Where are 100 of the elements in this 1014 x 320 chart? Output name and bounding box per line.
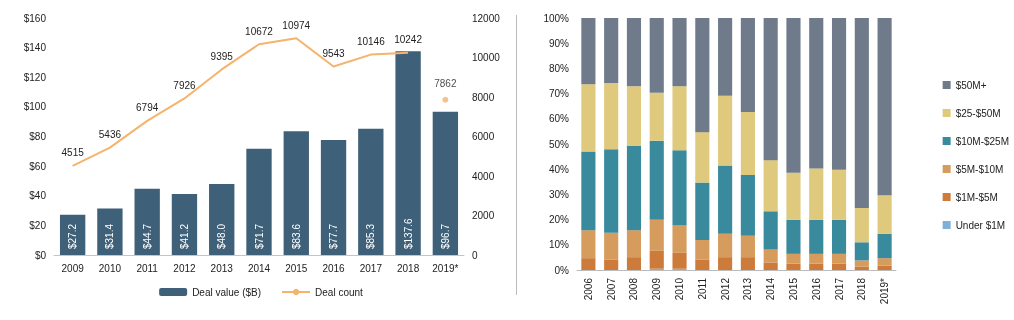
bar — [854, 18, 869, 209]
bar — [604, 83, 619, 150]
bar — [626, 86, 642, 147]
bar — [626, 18, 642, 87]
bar — [604, 259, 619, 270]
x-tick-label: 2013 — [210, 262, 234, 274]
bar — [740, 112, 755, 175]
bar — [171, 193, 198, 255]
bar — [763, 211, 778, 250]
bar — [809, 263, 824, 270]
x-tick-label: 2010 — [98, 262, 122, 274]
x-tick-label: 2017 — [359, 262, 383, 274]
y2-tick-label: 4000 — [472, 170, 495, 182]
bar — [877, 233, 892, 259]
x-tick-label: 2013 — [742, 277, 754, 301]
x-tick-label: 2008 — [628, 277, 640, 301]
x-tick-label: 2014 — [765, 277, 777, 301]
y2-tick-label: 2000 — [472, 210, 495, 221]
bar — [649, 219, 664, 251]
bar — [854, 260, 869, 267]
bar — [831, 253, 847, 264]
x-tick-label: 2011 — [136, 262, 159, 274]
bar — [831, 219, 847, 254]
x-tick-label: 2009 — [651, 277, 663, 301]
data-label: 10974 — [282, 19, 311, 31]
y-tick-label: $0 — [34, 249, 47, 261]
bar — [877, 18, 892, 196]
bar — [604, 232, 619, 260]
bar — [809, 219, 824, 254]
bar — [831, 18, 847, 170]
data-label: $77.7 — [328, 223, 340, 249]
data-label: 10242 — [394, 34, 423, 46]
bar — [581, 258, 596, 270]
y-tick-label: $20 — [29, 219, 47, 231]
bar — [395, 51, 421, 255]
x-tick-label: 2014 — [247, 262, 271, 274]
x-tick-label: 2019* — [879, 277, 891, 305]
legend-label: $25-$50M — [955, 107, 1001, 119]
bar — [432, 111, 459, 255]
x-tick-label: 2016 — [322, 262, 346, 274]
x-tick-label: 2006 — [582, 277, 594, 301]
x-tick-label: 2012 — [173, 262, 197, 274]
bar — [283, 131, 309, 255]
y2-tick-label: 12000 — [472, 12, 501, 24]
data-label: $85.3 — [365, 223, 377, 249]
bar — [320, 139, 347, 255]
bar — [740, 235, 755, 258]
y-tick-label: 10% — [548, 239, 570, 251]
bar — [672, 225, 687, 253]
bar — [718, 257, 733, 270]
bar — [358, 128, 384, 255]
bar — [763, 262, 778, 270]
data-label: 9395 — [210, 50, 234, 62]
y-tick-label: $40 — [29, 190, 47, 202]
bar — [809, 18, 824, 169]
x-tick-label: 2010 — [674, 277, 686, 301]
bar — [786, 263, 801, 270]
data-label: $48.0 — [216, 223, 228, 249]
bar — [877, 195, 892, 234]
bar — [854, 208, 869, 243]
data-label: $27.2 — [67, 223, 79, 249]
y-tick-label: 90% — [548, 37, 570, 49]
legend-label: Deal count — [315, 286, 364, 298]
x-tick-label: 2016 — [810, 277, 822, 301]
y-tick-label: 70% — [548, 88, 570, 100]
bar — [97, 208, 123, 255]
bar — [581, 18, 596, 85]
data-label: 7862 — [434, 78, 457, 90]
data-label: $71.7 — [253, 223, 265, 249]
data-label: $31.4 — [104, 223, 116, 249]
y-tick-label: $80 — [29, 131, 47, 142]
y2-tick-label: 6000 — [472, 131, 495, 142]
bar — [831, 169, 847, 220]
bar — [695, 18, 710, 133]
y-tick-label: 80% — [548, 62, 570, 74]
x-tick-label: 2018 — [396, 262, 420, 274]
legend-label: $50M+ — [955, 79, 987, 91]
bar — [763, 249, 778, 263]
bar — [740, 257, 755, 270]
bar — [718, 165, 733, 234]
bar — [695, 259, 710, 270]
y-tick-label: $120 — [23, 71, 47, 83]
bar — [786, 219, 801, 254]
bar — [672, 252, 687, 269]
x-tick-label: 2012 — [719, 277, 731, 301]
bar — [581, 84, 596, 152]
data-label: $41.2 — [178, 223, 190, 249]
data-label: $96.7 — [439, 223, 451, 249]
bar — [740, 18, 755, 112]
y-tick-label: 20% — [548, 214, 570, 226]
bar — [695, 240, 710, 260]
y-tick-label: $160 — [23, 12, 47, 24]
bar — [649, 92, 664, 141]
data-label: $83.6 — [290, 223, 302, 249]
y-tick-label: $100 — [23, 101, 47, 113]
bar — [831, 263, 847, 270]
y-tick-label: $140 — [23, 42, 47, 54]
y2-tick-label: 10000 — [472, 52, 501, 63]
y-tick-label: 30% — [548, 188, 570, 200]
y2-tick-label: 0 — [472, 249, 478, 261]
